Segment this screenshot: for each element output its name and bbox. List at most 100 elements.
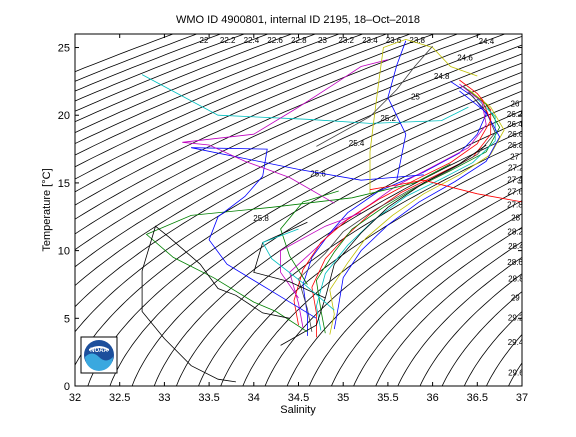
- x-tick-label: 33: [158, 392, 170, 404]
- contour-label: 27.6: [507, 188, 523, 197]
- contour-label: 24: [491, 17, 500, 26]
- density-contour-line: [198, 141, 522, 386]
- x-tick-label: 36.5: [467, 392, 488, 404]
- density-contour-line: [330, 213, 522, 386]
- density-contour-line: [75, 34, 459, 206]
- density-contour-line: [75, 34, 270, 112]
- x-tick-label: 32: [69, 392, 81, 404]
- density-contour-line: [353, 226, 522, 386]
- density-contour-line: [508, 362, 522, 386]
- contour-label: 25: [411, 92, 420, 101]
- profile-line: [329, 89, 505, 335]
- profile-line: [191, 147, 424, 319]
- contour-label: 28: [511, 213, 520, 222]
- density-contours: [75, 34, 567, 399]
- density-contour-line: [397, 256, 522, 386]
- density-contour-line: [286, 187, 522, 386]
- profile-line: [298, 91, 496, 332]
- contour-label: 23.8: [409, 36, 425, 45]
- y-tick-label: 15: [58, 178, 70, 190]
- x-tick-label: 37: [516, 392, 528, 404]
- density-contour-line: [109, 100, 522, 386]
- profile-line: [316, 45, 433, 147]
- contour-label: 26.8: [508, 141, 524, 150]
- contour-label: 23: [318, 36, 327, 45]
- contour-label: 29: [511, 293, 520, 302]
- density-contour-line: [308, 200, 522, 386]
- noaa-logo: NOAA: [80, 336, 118, 374]
- profile-line: [333, 90, 501, 330]
- y-tick-label: 20: [58, 110, 70, 122]
- contour-label: 22.4: [244, 36, 260, 45]
- contour-label: 26.4: [507, 120, 523, 129]
- contour-label: 22: [200, 36, 209, 45]
- density-contour-line: [75, 34, 364, 156]
- contour-label: 24.6: [457, 54, 473, 63]
- profile-line: [253, 221, 326, 299]
- contour-label: 23.2: [338, 36, 354, 45]
- density-contour-line: [220, 152, 522, 386]
- y-tick-label: 0: [64, 381, 70, 393]
- density-contour-line: [175, 130, 522, 386]
- contour-label: 24.4: [479, 37, 495, 46]
- density-contour-line: [75, 34, 506, 235]
- y-tick-label: 10: [58, 246, 70, 258]
- density-contour-line: [525, 335, 567, 399]
- profile-line: [280, 212, 362, 299]
- y-tick-label: 25: [58, 43, 70, 55]
- contour-label: 29.4: [508, 338, 524, 347]
- contour-label: 23.4: [362, 36, 378, 45]
- contour-label: 26.6: [508, 130, 524, 139]
- profile-line: [262, 228, 335, 311]
- density-contour-line: [75, 34, 341, 145]
- noaa-logo-text: NOAA: [90, 348, 108, 354]
- density-contour-line: [153, 120, 522, 386]
- contour-label: 27.8: [507, 201, 523, 210]
- x-tick-label: 32.5: [109, 392, 130, 404]
- density-contour-line: [75, 34, 198, 82]
- axes: 32 32.5 33 33.5 34 34.5 35 35.5 36 36.5 37 0 5 10 15 20…: [58, 34, 528, 404]
- contour-label: 29.2: [508, 314, 524, 323]
- density-contour-line: [75, 44, 522, 268]
- contour-label: 22.2: [220, 36, 236, 45]
- contour-label: 25.2: [380, 114, 396, 123]
- profile-line: [145, 163, 451, 333]
- y-tick-label: 5: [64, 313, 70, 325]
- profile-line: [293, 98, 492, 326]
- contour-label: 29.6: [508, 369, 524, 378]
- contour-label: 28.2: [507, 228, 523, 237]
- density-contour-line: [485, 333, 522, 386]
- density-contour-line: [419, 273, 522, 386]
- density-contour-line: [75, 34, 388, 168]
- contour-label: 27.2: [508, 163, 524, 172]
- density-contour-line: [75, 34, 412, 180]
- contour-label: 23.6: [386, 36, 402, 45]
- profile-line: [289, 83, 487, 328]
- density-contour-line: [75, 34, 293, 123]
- contour-label: 25.8: [253, 214, 269, 223]
- contour-label: 22.8: [291, 36, 307, 45]
- chart-title: WMO ID 4900801, internal ID 2195, 18–Oct…: [176, 14, 420, 26]
- contour-label: 28.8: [508, 274, 524, 283]
- x-tick-label: 35: [337, 392, 349, 404]
- profile-line: [280, 190, 339, 285]
- density-contour-line: [75, 35, 522, 251]
- profile-line: [387, 40, 407, 181]
- contour-label: 25.4: [349, 139, 365, 148]
- density-contour-line: [264, 175, 522, 386]
- profile-line: [280, 144, 487, 346]
- contour-label: 24.8: [434, 72, 450, 81]
- x-tick-label: 34: [248, 392, 260, 404]
- contour-label: 26.2: [507, 110, 523, 119]
- profile-line: [141, 225, 290, 383]
- density-contour-line: [375, 241, 522, 386]
- contour-label: 28.4: [508, 242, 524, 251]
- density-contour-line: [75, 34, 317, 134]
- density-contour-labels: 22 22.2 22.4 22.6 22.8 23 23.2 23.4 23.6 23.8 24 24…: [200, 17, 524, 378]
- contour-label: 25.6: [310, 169, 326, 178]
- profile-line: [369, 179, 522, 203]
- contour-label: 26: [511, 100, 520, 109]
- density-contour-line: [75, 34, 435, 193]
- contour-label: 22.6: [267, 36, 283, 45]
